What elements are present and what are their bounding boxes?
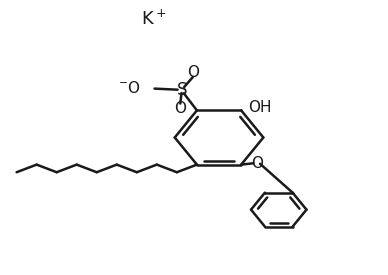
Text: O: O xyxy=(187,65,199,80)
Text: $^{-}$O: $^{-}$O xyxy=(118,80,140,96)
Text: S: S xyxy=(177,81,187,99)
Text: OH: OH xyxy=(248,100,272,115)
Text: K$^+$: K$^+$ xyxy=(141,9,166,29)
Text: O: O xyxy=(251,156,263,171)
Text: O: O xyxy=(174,101,186,116)
